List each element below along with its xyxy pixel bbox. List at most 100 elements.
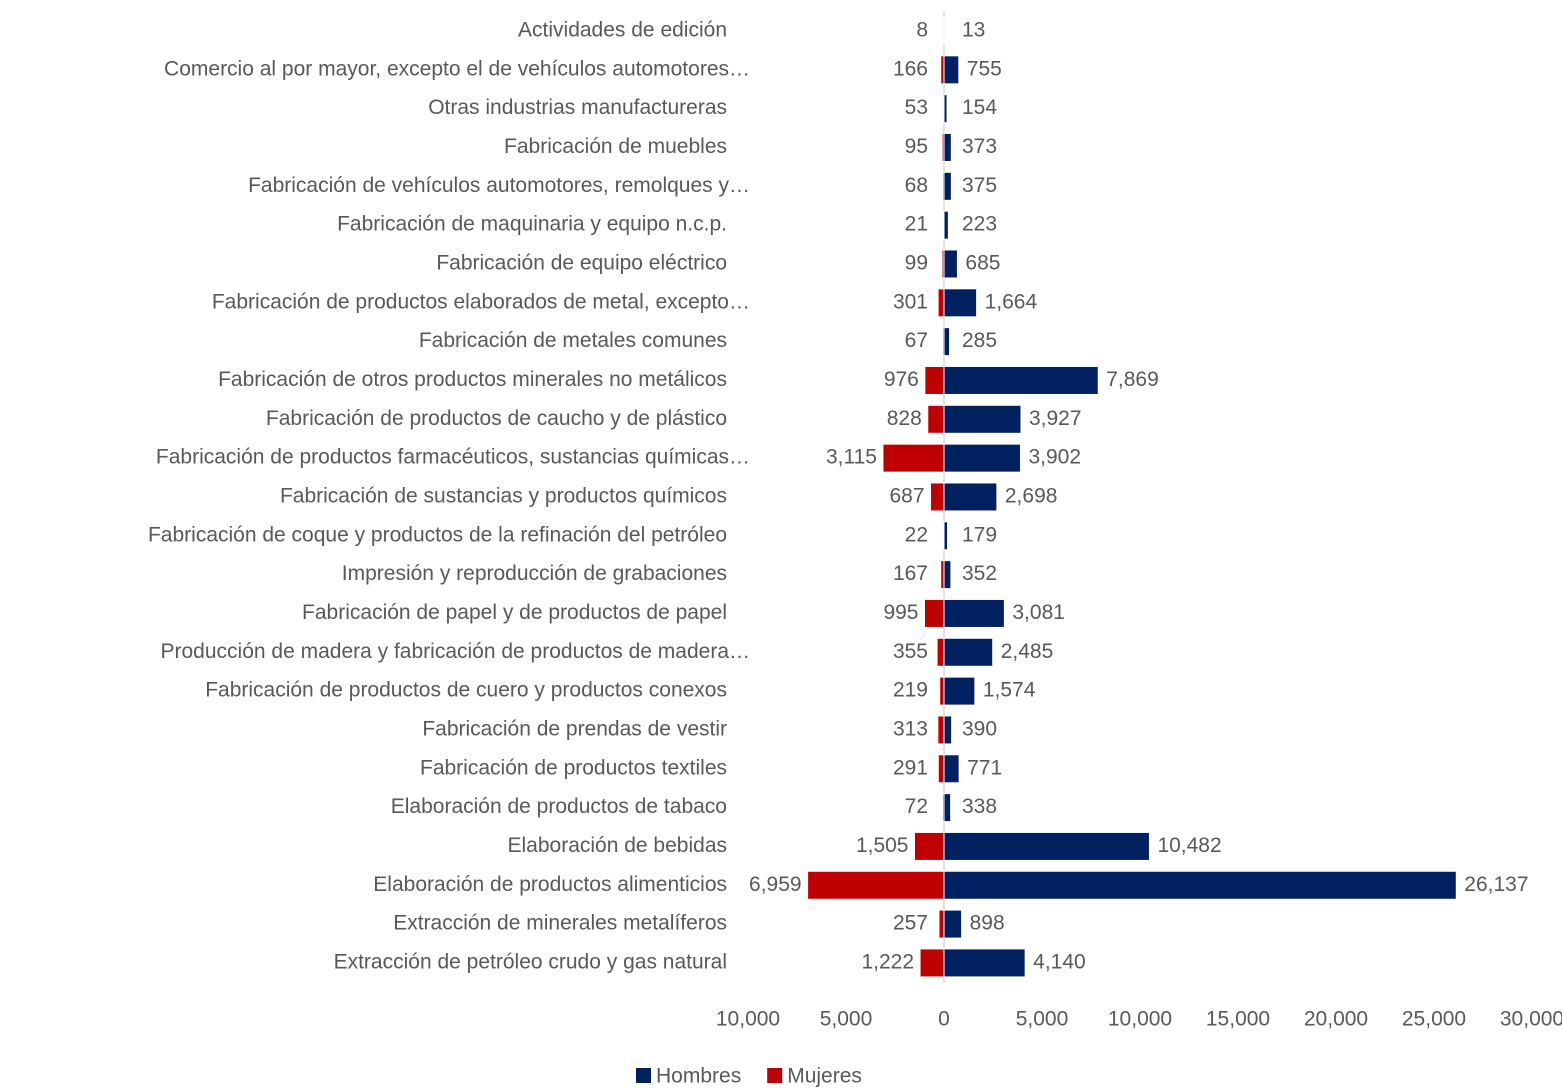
x-tick-label: 20,000 <box>1304 1008 1368 1031</box>
category-label: Fabricación de papel y de productos de p… <box>302 601 727 624</box>
x-tick-label: 25,000 <box>1402 1008 1466 1031</box>
value-label: 352 <box>962 562 997 585</box>
category-label: Elaboración de productos alimenticios <box>373 873 727 896</box>
bar <box>943 365 1099 395</box>
bar <box>943 715 953 745</box>
legend-label: Mujeres <box>787 1065 862 1088</box>
value-label: 375 <box>962 174 997 197</box>
category-label: Elaboración de productos de tabaco <box>391 795 727 818</box>
value-label: 7,869 <box>1106 368 1159 391</box>
bar <box>943 327 951 357</box>
bar <box>882 443 945 473</box>
bar <box>943 210 949 240</box>
category-label: Extracción de petróleo crudo y gas natur… <box>334 950 727 973</box>
bar <box>939 676 945 706</box>
value-label: 1,505 <box>856 834 909 857</box>
value-label: 755 <box>967 57 1002 80</box>
bar <box>943 598 1005 628</box>
value-label: 166 <box>893 57 928 80</box>
bar <box>943 521 949 551</box>
bar <box>942 327 945 357</box>
bar <box>937 754 945 784</box>
category-label: Fabricación de vehículos automotores, re… <box>248 174 750 197</box>
category-label: Fabricación de metales comunes <box>419 329 727 352</box>
bar <box>943 754 960 784</box>
value-label: 26,137 <box>1464 873 1528 896</box>
category-label: Fabricación de productos de cuero y prod… <box>205 679 727 702</box>
bar <box>924 365 945 395</box>
bar <box>942 94 945 124</box>
value-label: 338 <box>962 795 997 818</box>
bar <box>937 288 945 318</box>
value-label: 99 <box>905 252 928 275</box>
value-label: 2,485 <box>1001 640 1054 663</box>
bar <box>943 831 1150 861</box>
value-label: 219 <box>893 679 928 702</box>
value-label: 53 <box>905 96 928 119</box>
value-label: 6,959 <box>749 873 802 896</box>
category-label: Impresión y reproducción de grabaciones <box>342 562 727 585</box>
bar <box>943 870 1457 900</box>
category-label: Fabricación de sustancias y productos qu… <box>280 485 727 508</box>
value-label: 68 <box>905 174 928 197</box>
bar <box>943 443 1021 473</box>
value-label: 8 <box>916 19 928 42</box>
value-label: 301 <box>893 290 928 313</box>
value-label: 2,698 <box>1005 485 1058 508</box>
category-label: Fabricación de productos elaborados de m… <box>212 290 750 313</box>
bar <box>942 793 945 823</box>
bar <box>807 870 945 900</box>
value-label: 3,081 <box>1012 601 1065 624</box>
bar <box>941 249 945 279</box>
x-tick-label: 10,000 <box>1108 1008 1172 1031</box>
value-label: 21 <box>905 213 928 236</box>
value-label: 355 <box>893 640 928 663</box>
x-tick-label: 30,000 <box>1500 1008 1562 1031</box>
x-tick-label: 0 <box>938 1008 950 1031</box>
x-tick-label: 10,000 <box>716 1008 780 1031</box>
value-label: 1,574 <box>983 679 1036 702</box>
category-label: Fabricación de productos de caucho y de … <box>266 407 727 430</box>
value-label: 179 <box>962 523 997 546</box>
value-label: 373 <box>962 135 997 158</box>
value-label: 685 <box>965 252 1000 275</box>
value-label: 898 <box>970 912 1005 935</box>
bar <box>937 715 945 745</box>
category-label: Fabricación de prendas de vestir <box>422 717 727 740</box>
value-label: 257 <box>893 912 928 935</box>
x-tick-label: 15,000 <box>1206 1008 1270 1031</box>
category-label: Producción de madera y fabricación de pr… <box>161 640 751 663</box>
bar <box>943 948 1026 978</box>
bar <box>943 637 994 667</box>
category-label: Fabricación de coque y productos de la r… <box>148 523 727 546</box>
value-label: 223 <box>962 213 997 236</box>
category-label: Elaboración de bebidas <box>508 834 728 857</box>
value-label: 3,902 <box>1028 446 1081 469</box>
value-label: 4,140 <box>1033 950 1086 973</box>
bar <box>943 249 958 279</box>
category-label: Fabricación de equipo eléctrico <box>436 252 727 275</box>
legend-swatch <box>636 1068 651 1083</box>
bar <box>943 288 978 318</box>
value-label: 687 <box>889 485 924 508</box>
value-label: 3,115 <box>826 446 877 469</box>
value-label: 285 <box>962 329 997 352</box>
value-label: 1,222 <box>861 950 914 973</box>
value-label: 995 <box>883 601 918 624</box>
value-label: 976 <box>884 368 919 391</box>
value-label: 67 <box>905 329 928 352</box>
bar <box>941 132 945 162</box>
bar <box>942 171 945 201</box>
category-label: Extracción de minerales metalíferos <box>393 912 727 935</box>
category-label: Fabricación de productos farmacéuticos, … <box>156 446 750 469</box>
x-tick-label: 5,000 <box>820 1008 873 1031</box>
category-label: Otras industrias manufactureras <box>428 96 727 119</box>
category-label: Actividades de edición <box>518 19 727 42</box>
bar <box>943 676 976 706</box>
category-label: Fabricación de maquinaria y equipo n.c.p… <box>337 213 727 236</box>
value-label: 167 <box>893 562 928 585</box>
value-label: 154 <box>962 96 997 119</box>
category-label: Fabricación de otros productos minerales… <box>218 368 727 391</box>
category-label: Comercio al por mayor, excepto el de veh… <box>164 57 750 80</box>
